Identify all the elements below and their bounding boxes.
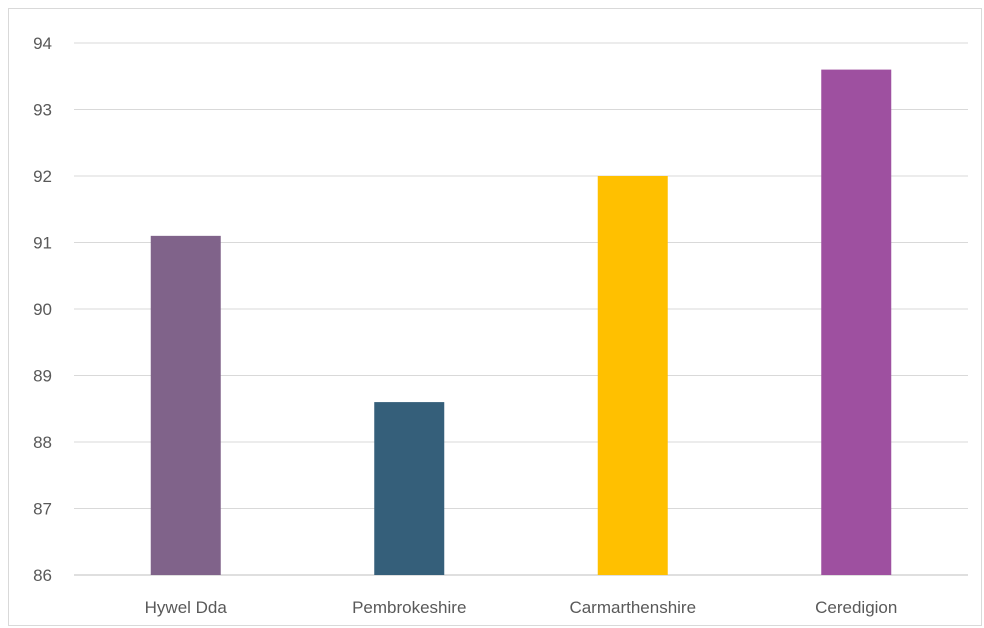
- x-category-label: Pembrokeshire: [352, 598, 466, 617]
- x-category-label: Carmarthenshire: [569, 598, 696, 617]
- y-tick-label: 86: [33, 566, 52, 585]
- y-tick-label: 93: [33, 101, 52, 120]
- y-tick-label: 88: [33, 433, 52, 452]
- bar-carmarthenshire: [597, 176, 668, 575]
- bars: [150, 69, 892, 575]
- y-tick-label: 94: [33, 34, 52, 53]
- gridlines: [74, 42, 968, 576]
- y-tick-label: 90: [33, 300, 52, 319]
- y-tick-label: 89: [33, 367, 52, 386]
- bar-pembrokeshire: [374, 402, 445, 575]
- x-category-label: Hywel Dda: [145, 598, 228, 617]
- bar-ceredigion: [821, 69, 892, 575]
- y-tick-label: 92: [33, 167, 52, 186]
- y-tick-label: 87: [33, 500, 52, 519]
- x-axis-categories: Hywel Dda Pembrokeshire Carmarthenshire Cer…: [145, 598, 898, 617]
- bar-hywel-dda: [150, 235, 221, 575]
- y-axis-ticks: 86 87 88 89 90 91 92 93 94: [33, 34, 52, 585]
- y-tick-label: 91: [33, 234, 52, 253]
- x-category-label: Ceredigion: [815, 598, 897, 617]
